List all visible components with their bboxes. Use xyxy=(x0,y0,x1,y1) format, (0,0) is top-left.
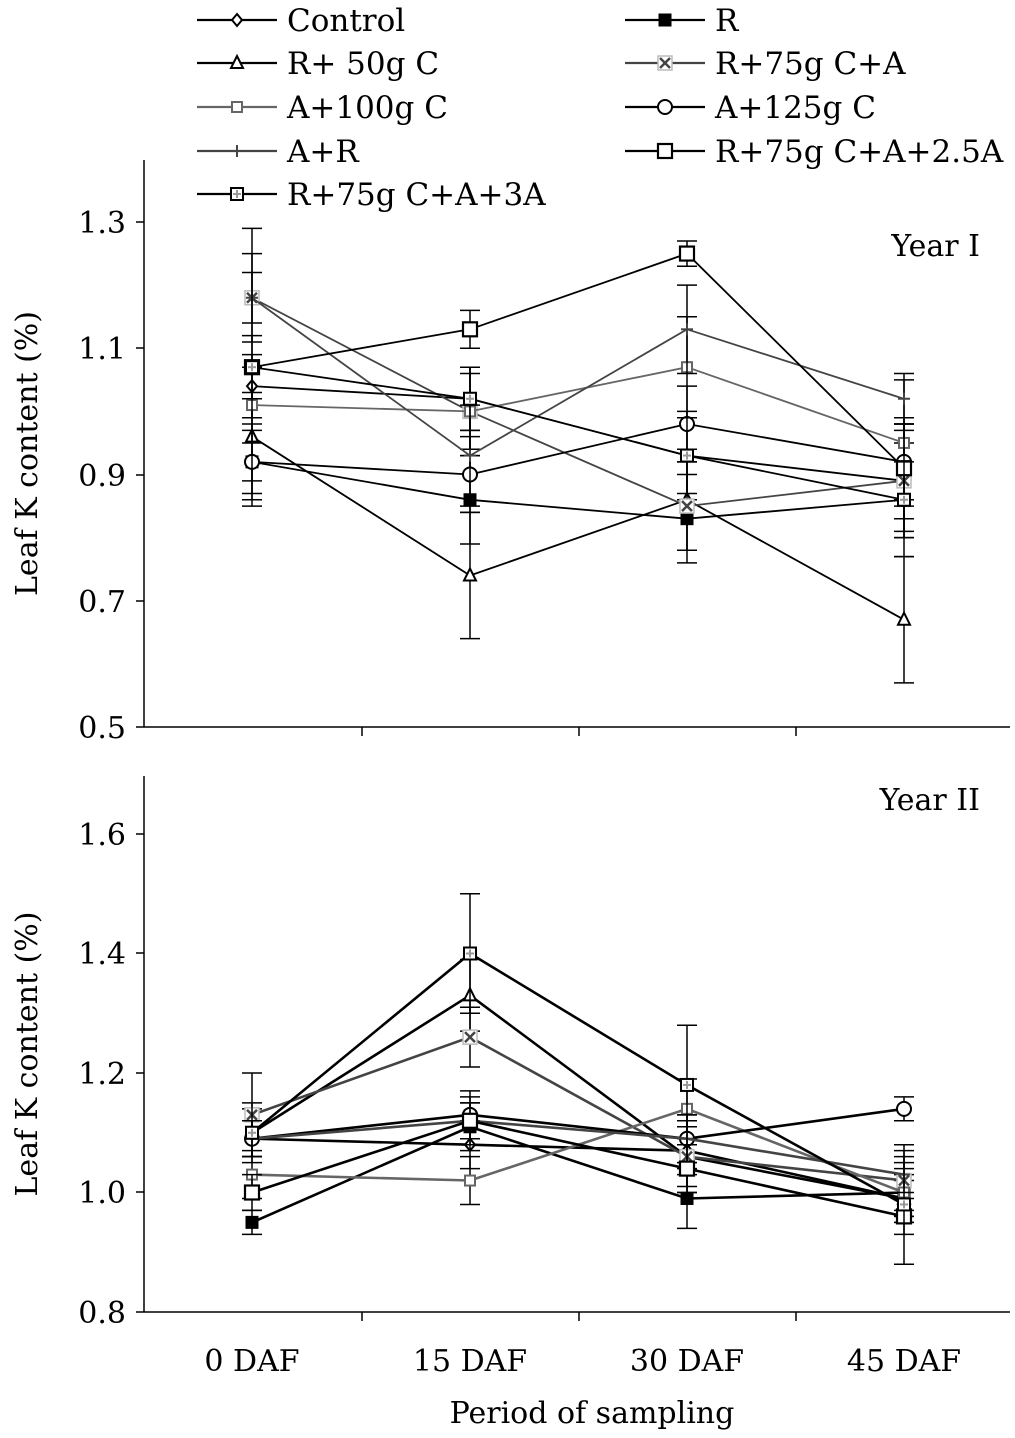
panel-year-2: 0.8 1.0 1.2 1.4 1.6 Leaf K content (%) Year II xyxy=(10,776,1010,1331)
x-tick-label: 45 DAF xyxy=(847,1344,961,1379)
data-point-r-50g-c xyxy=(462,566,478,582)
legend-marker-a-125g-c xyxy=(657,99,673,115)
legend-label-r-75g-c-a: R+75g C+A xyxy=(715,46,906,82)
y-tick-label: 1.6 xyxy=(78,818,126,853)
legend-marker-r-75g-c-a-2-5a xyxy=(656,142,674,160)
y-tick-label: 1.3 xyxy=(78,206,126,241)
x-tick-label: 30 DAF xyxy=(630,1344,744,1379)
data-point-a-100g-c xyxy=(464,1174,476,1187)
series-line-r-75g-c-a xyxy=(251,1035,905,1182)
data-point-r-75g-c-a xyxy=(679,498,695,514)
y-tick-label: 0.5 xyxy=(78,711,126,746)
data-point-a-125g-c xyxy=(896,1100,912,1117)
data-point-r-75g-c-a-3a xyxy=(680,1077,694,1092)
series-line-r-75g-c-a-3a xyxy=(251,366,905,501)
legend-label-r-75g-c-a-3a: R+75g C+A+3A xyxy=(287,177,546,213)
series-r-75g-c-a xyxy=(242,252,914,551)
legend-marker-a-r xyxy=(231,145,243,157)
series-line-r xyxy=(251,1125,905,1224)
legend-marker-r-50g-c xyxy=(229,53,245,69)
legend-item-a-100g-c: A+100g C xyxy=(197,90,448,126)
legend-label-a-125g-c: A+125g C xyxy=(714,90,876,126)
legend-item-r-75g-c-a-2-5a: R+75g C+A+2.5A xyxy=(625,134,1004,170)
series-line-r xyxy=(251,461,905,520)
y-tick-label: 1.2 xyxy=(78,1057,126,1092)
series-r-75g-c-a-3a xyxy=(242,893,914,1265)
series-line-r-75g-c-a xyxy=(251,297,905,508)
series-line-a-r xyxy=(251,297,905,457)
legend-item-r-75g-c-a-3a: R+75g C+A+3A xyxy=(197,177,546,213)
y-tick-label: 1.0 xyxy=(78,1176,126,1211)
data-point-r-50g-c xyxy=(896,610,912,626)
legend-marker-r xyxy=(658,13,672,27)
legend-marker-r-75g-c-a-3a xyxy=(230,187,244,201)
data-point-r-75g-c-a-3a xyxy=(897,492,911,507)
y-axis-title: Leaf K content (%) xyxy=(10,311,45,596)
legend-label-r-50g-c: R+ 50g C xyxy=(287,46,439,82)
data-point-r-75g-c-a-2-5a xyxy=(678,245,696,262)
legend-label-a-r: A+R xyxy=(286,134,360,170)
x-tick-label: 15 DAF xyxy=(413,1344,527,1379)
legend-item-a-125g-c: A+125g C xyxy=(625,90,876,126)
legend-item-r-50g-c: R+ 50g C xyxy=(197,46,439,82)
data-point-r-75g-c-a-3a xyxy=(463,391,477,406)
data-point-r-75g-c-a-2-5a xyxy=(678,1160,696,1177)
series-line-control xyxy=(251,1137,905,1200)
y-tick-label: 0.8 xyxy=(78,1296,126,1331)
y-tick-label: 0.7 xyxy=(78,585,126,620)
legend-label-control: Control xyxy=(287,3,405,39)
data-point-r-75g-c-a-2-5a xyxy=(461,1112,479,1129)
series-control xyxy=(242,1120,914,1218)
legend-item-a-r: A+R xyxy=(197,134,360,170)
series-a-125g-c xyxy=(242,1090,914,1164)
legend-marker-control xyxy=(230,12,244,28)
y-axis-title: Leaf K content (%) xyxy=(10,912,45,1197)
y-tick-label: 1.4 xyxy=(78,937,126,972)
data-point-r-75g-c-a-2-5a xyxy=(243,1184,261,1201)
legend-label-a-100g-c: A+100g C xyxy=(286,90,448,126)
series-line-control xyxy=(251,385,905,482)
series-r-75g-c-a-2-5a xyxy=(242,1096,914,1236)
legend: Control R R+ 50g C R+75g C+A A+100g C A+125g … xyxy=(197,3,1004,213)
panel-year-1: 0.5 0.7 0.9 1.1 1.3 Leaf K content (%) Year I xyxy=(10,160,1010,746)
series-line-a-100g-c xyxy=(251,366,905,444)
legend-label-r-75g-c-a-2-5a: R+75g C+A+2.5A xyxy=(715,134,1004,170)
legend-marker-a-100g-c xyxy=(231,101,243,113)
panel-label: Year II xyxy=(879,783,980,818)
data-point-r-75g-c-a-3a xyxy=(245,1125,259,1140)
series-line-r-75g-c-a-3a xyxy=(251,951,905,1206)
data-point-a-r xyxy=(898,392,910,405)
x-category-labels: 0 DAF 15 DAF 30 DAF 45 DAF xyxy=(204,1344,961,1379)
legend-item-r: R xyxy=(625,3,740,39)
data-point-a-r xyxy=(464,449,476,462)
data-point-r-75g-c-a-2-5a xyxy=(461,321,479,338)
series-line-r-75g-c-a-2-5a xyxy=(251,252,905,469)
x-tick-label: 0 DAF xyxy=(204,1344,299,1379)
data-point-r-75g-c-a-3a xyxy=(245,360,259,375)
legend-marker-r-75g-c-a xyxy=(657,55,673,71)
series-line-r-75g-c-a-2-5a xyxy=(251,1119,905,1218)
data-point-a-r xyxy=(681,323,693,336)
data-point-r-75g-c-a xyxy=(462,1029,478,1045)
x-axis-title: Period of sampling xyxy=(450,1396,735,1431)
series-line-a-125g-c xyxy=(251,1107,905,1141)
series-r-50g-c xyxy=(242,391,914,684)
panel-label: Year I xyxy=(890,229,980,264)
legend-item-r-75g-c-a: R+75g C+A xyxy=(625,46,906,82)
series-line-a-125g-c xyxy=(251,423,905,476)
data-point-r-75g-c-a-3a xyxy=(897,1197,911,1212)
y-tick-label: 1.1 xyxy=(78,332,126,367)
series-line-a-r xyxy=(251,1119,905,1176)
legend-label-r: R xyxy=(715,3,740,39)
data-point-r-75g-c-a-3a xyxy=(463,946,477,961)
legend-item-control: Control xyxy=(197,3,405,39)
data-point-r xyxy=(680,1191,694,1205)
y-tick-label: 0.9 xyxy=(78,459,126,494)
series-line-r-50g-c xyxy=(251,993,905,1200)
data-point-r-75g-c-a-3a xyxy=(680,448,694,463)
series-line-r-50g-c xyxy=(251,435,905,621)
series-r-75g-c-a-3a xyxy=(242,227,914,539)
data-point-r xyxy=(245,1215,259,1229)
